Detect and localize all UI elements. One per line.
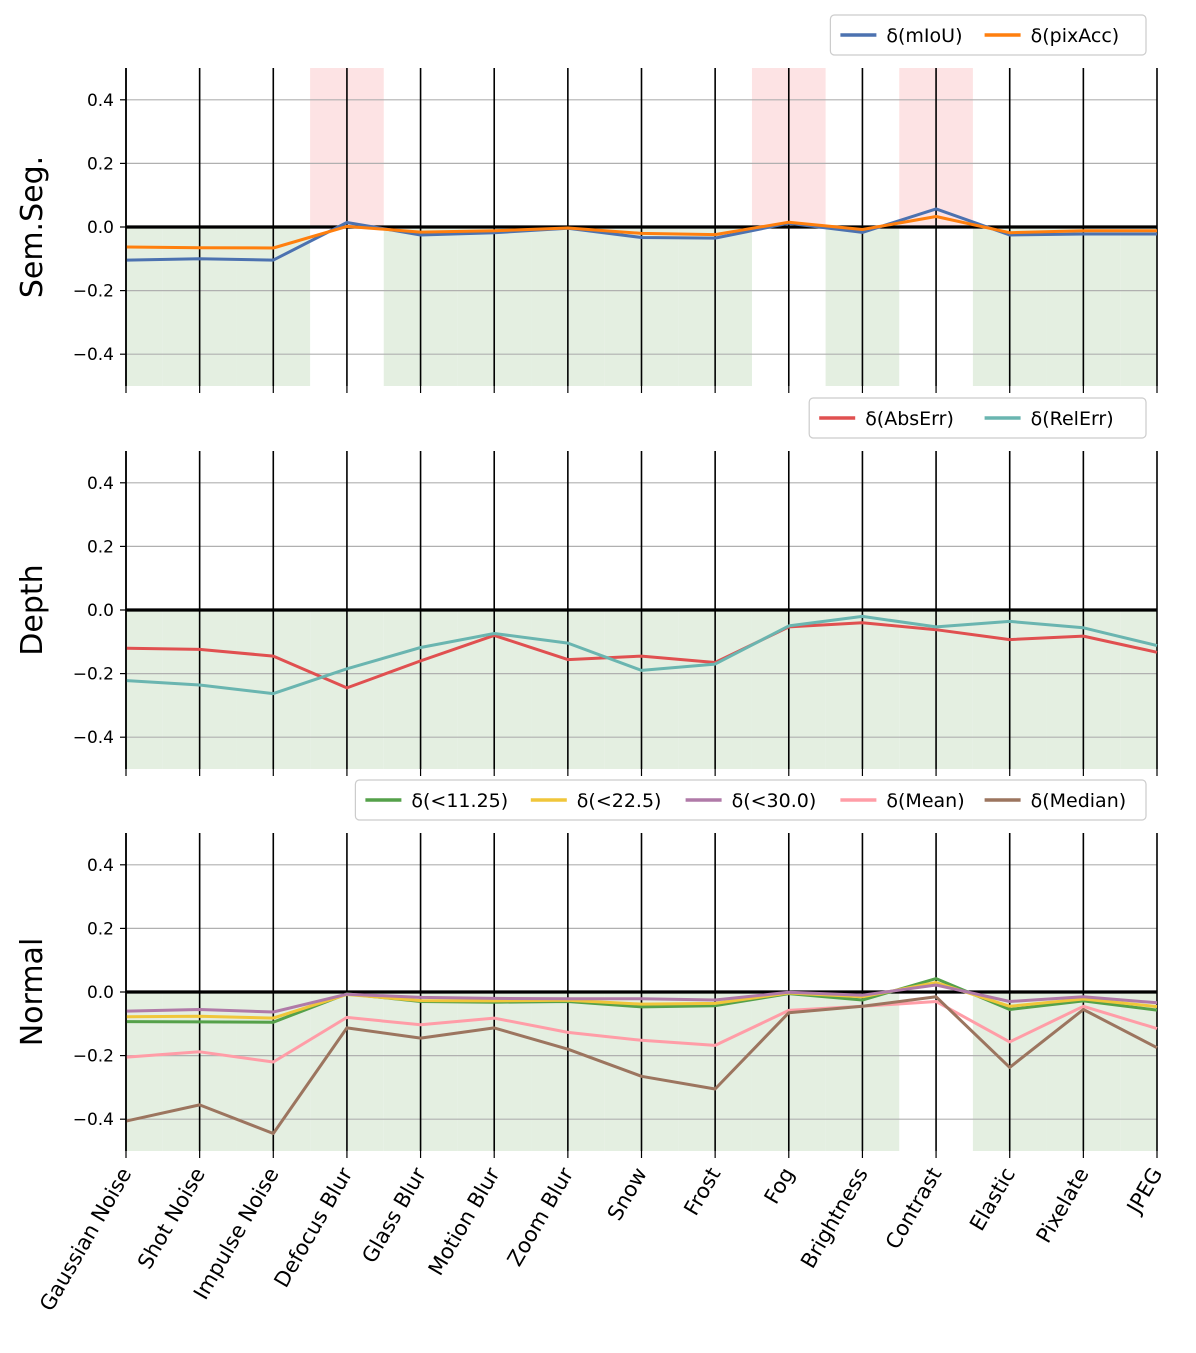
ytick-label: 0.0 (87, 601, 114, 621)
series-line-2 (125, 614, 1158, 696)
legend-box (808, 397, 1147, 439)
category-label: Defocus Blur (269, 1163, 357, 1291)
series-line-4 (125, 1000, 1158, 1064)
panel-1: 0.4 0.2 0.0 −0.2 −0.4 Sem.Seg. δ(mIoU) δ(pixAcc… (15, 14, 1158, 393)
legend: δ(AbsErr) δ(RelErr) (808, 397, 1147, 439)
ytick-label: −0.2 (73, 282, 114, 302)
green-band (1120, 992, 1157, 1151)
series-line-2 (125, 981, 1158, 1020)
legend-box (354, 779, 1147, 821)
category-label: JPEG (1121, 1164, 1167, 1220)
category-label: Zoom Blur (503, 1163, 579, 1270)
category-label: Frost (679, 1164, 725, 1220)
legend-label: δ(Mean) (886, 790, 964, 812)
ytick-label: 0.0 (87, 983, 114, 1003)
category-label: Brightness (796, 1164, 873, 1273)
series-line-5 (125, 995, 1158, 1135)
category-label: Contrast (881, 1164, 947, 1254)
ytick-label: −0.4 (73, 1110, 114, 1130)
green-band (126, 227, 163, 386)
green-band (126, 992, 163, 1151)
category-label: Elastic (965, 1164, 1020, 1235)
legend-label: δ(mIoU) (886, 25, 962, 47)
legend-label: δ(pixAcc) (1031, 25, 1120, 47)
category-label: Pixelate (1032, 1164, 1094, 1248)
ytick-label: −0.4 (73, 728, 114, 748)
legend: δ(mIoU) δ(pixAcc) (829, 14, 1147, 56)
ytick-label: −0.4 (73, 345, 114, 365)
ytick-label: 0.4 (87, 474, 114, 494)
category-label: Fog (760, 1164, 800, 1208)
green-band (1120, 610, 1157, 769)
legend: δ(<11.25) δ(<22.5) δ(<30.0) δ(Mean) δ(Median… (354, 779, 1147, 821)
ytick-label: 0.4 (87, 91, 114, 111)
ytick-label: 0.2 (87, 919, 114, 939)
legend-label: δ(AbsErr) (865, 408, 954, 430)
green-band (1120, 227, 1157, 386)
ytick-label: −0.2 (73, 665, 114, 685)
legend-label: δ(RelErr) (1031, 408, 1114, 430)
category-label: Shot Noise (133, 1164, 210, 1274)
legend-label: δ(<30.0) (732, 790, 817, 812)
ytick-label: 0.2 (87, 537, 114, 557)
category-label: Snow (603, 1164, 652, 1225)
legend-label: δ(<22.5) (577, 790, 662, 812)
green-band (126, 610, 163, 769)
y-axis-label: Normal (15, 938, 50, 1047)
series-line-2 (125, 215, 1157, 250)
category-label: Glass Blur (357, 1163, 431, 1267)
legend-label: δ(<11.25) (411, 790, 508, 812)
ytick-label: 0.2 (87, 154, 114, 174)
ytick-label: 0.4 (87, 856, 114, 876)
ytick-label: −0.2 (73, 1047, 114, 1067)
y-axis-label: Depth (15, 564, 50, 655)
panel-3: 0.4 0.2 0.0 −0.2 −0.4 Normal δ(<11.25) δ(<22.5)… (15, 779, 1158, 1158)
y-axis-label: Sem.Seg. (15, 156, 50, 298)
panel-2: 0.4 0.2 0.0 −0.2 −0.4 Depth δ(AbsErr) δ(RelErr) (15, 397, 1158, 776)
series-line-3 (125, 983, 1158, 1014)
category-label: Gaussian Noise (35, 1164, 136, 1316)
category-label: Motion Blur (424, 1163, 505, 1279)
legend-label: δ(Median) (1031, 790, 1127, 812)
series-line-1 (125, 621, 1158, 690)
ytick-label: 0.0 (87, 218, 114, 238)
